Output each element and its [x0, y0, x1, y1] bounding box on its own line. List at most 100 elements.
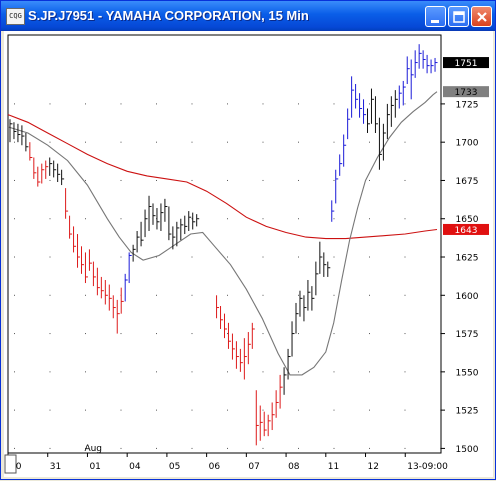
- grid-dot: [262, 294, 264, 296]
- grid-dot: [120, 256, 122, 258]
- grid-dot: [404, 447, 406, 449]
- maximize-icon: [453, 11, 465, 23]
- grid-dot: [14, 179, 15, 181]
- grid-dot: [191, 409, 193, 411]
- grid-dot: [369, 141, 370, 143]
- grid-dot: [49, 294, 51, 296]
- close-icon: [477, 12, 487, 22]
- grid-dot: [14, 141, 15, 143]
- grid-dot: [333, 141, 335, 143]
- ma-long-tag-bg: [443, 223, 489, 235]
- grid-dot: [85, 103, 86, 105]
- x-tick-label: 31: [50, 462, 61, 472]
- grid-dot: [369, 294, 370, 296]
- y-tick-label: 1625: [456, 254, 479, 264]
- grid-dot: [120, 333, 122, 335]
- grid-dot: [191, 218, 193, 220]
- grid-dot: [333, 294, 335, 296]
- grid-dot: [49, 333, 51, 335]
- grid-dot: [369, 333, 370, 335]
- grid-dot: [14, 218, 15, 220]
- grid-dot: [227, 294, 228, 296]
- grid-dot: [262, 103, 264, 105]
- grid-dot: [14, 447, 15, 449]
- grid-dot: [333, 333, 335, 335]
- chart-area[interactable]: 1500 1525 1550 1575 1600 1625 1650 1675 1700 1725…: [4, 31, 493, 477]
- grid-dot: [333, 409, 335, 411]
- x-tick-label: 11: [328, 462, 339, 472]
- grid-dot: [49, 447, 51, 449]
- grid-dot: [14, 409, 15, 411]
- grid-dot: [49, 256, 51, 258]
- grid-dot: [227, 141, 228, 143]
- x-tick-label: 12: [368, 462, 379, 472]
- grid-dot: [333, 218, 335, 220]
- grid-dot: [440, 179, 441, 181]
- y-tick-label: 1575: [456, 330, 479, 340]
- grid-dot: [156, 333, 157, 335]
- ma-long-tag: 1643: [455, 226, 478, 236]
- y-tick-label: 1600: [456, 292, 479, 302]
- close-button[interactable]: [471, 6, 492, 27]
- x-month-label: Aug: [84, 444, 102, 454]
- minimize-icon: [431, 20, 439, 23]
- price-chart[interactable]: 1500 1525 1550 1575 1600 1625 1650 1675 1700 1725…: [4, 31, 493, 477]
- grid-dot: [404, 294, 406, 296]
- grid-dot: [49, 371, 51, 373]
- grid-dot: [227, 179, 228, 181]
- ma-short-tag-bg: [443, 86, 489, 98]
- grid-dot: [120, 409, 122, 411]
- grid-dot: [440, 141, 441, 143]
- grid-dot: [156, 179, 157, 181]
- grid-dot: [369, 409, 370, 411]
- grid-dot: [404, 103, 406, 105]
- grid-dot: [227, 256, 228, 258]
- grid-dot: [14, 371, 15, 373]
- ma-short-tag: 1733: [455, 88, 478, 98]
- grid-dot: [191, 447, 193, 449]
- grid-dot: [262, 409, 264, 411]
- grid-dot: [191, 294, 193, 296]
- y-tick-label: 1525: [456, 407, 479, 417]
- grid-dot: [120, 218, 122, 220]
- chart-app-icon[interactable]: CQG: [6, 8, 25, 25]
- grid-dot: [156, 409, 157, 411]
- scroll-handle[interactable]: [4, 454, 17, 474]
- title-bar[interactable]: CQG S.JP.J7951 - YAMAHA CORPORATION, 15 …: [1, 1, 495, 31]
- grid-dot: [49, 409, 51, 411]
- grid-dot: [191, 333, 193, 335]
- grid-dot: [85, 179, 86, 181]
- grid-dot: [369, 371, 370, 373]
- grid-dot: [227, 447, 228, 449]
- y-tick-label: 1550: [456, 368, 479, 378]
- grid-dot: [404, 256, 406, 258]
- x-tick-label: 07: [248, 462, 259, 472]
- grid-dot: [156, 371, 157, 373]
- grid-dot: [298, 103, 299, 105]
- grid-dot: [120, 103, 122, 105]
- grid-dot: [227, 371, 228, 373]
- grid-dot: [191, 179, 193, 181]
- grid-dot: [49, 218, 51, 220]
- grid-dot: [85, 371, 86, 373]
- grid-dot: [262, 256, 264, 258]
- grid-dot: [14, 256, 15, 258]
- grid-dot: [14, 333, 15, 335]
- grid-dot: [85, 447, 86, 449]
- grid-dot: [191, 103, 193, 105]
- grid-dot: [156, 256, 157, 258]
- maximize-button[interactable]: [448, 6, 469, 27]
- grid-dot: [369, 218, 370, 220]
- grid-dot: [298, 256, 299, 258]
- last-price-tag: 1751: [455, 59, 478, 69]
- ma-long-line: [7, 114, 438, 240]
- x-tick-label: 13-09:00: [407, 462, 448, 472]
- grid-dot: [440, 447, 441, 449]
- grid-dot: [369, 103, 370, 105]
- grid-dot: [369, 179, 370, 181]
- grid-dot: [404, 141, 406, 143]
- grid-dot: [14, 294, 15, 296]
- grid-dot: [298, 141, 299, 143]
- minimize-button[interactable]: [425, 6, 446, 27]
- grid-dot: [298, 294, 299, 296]
